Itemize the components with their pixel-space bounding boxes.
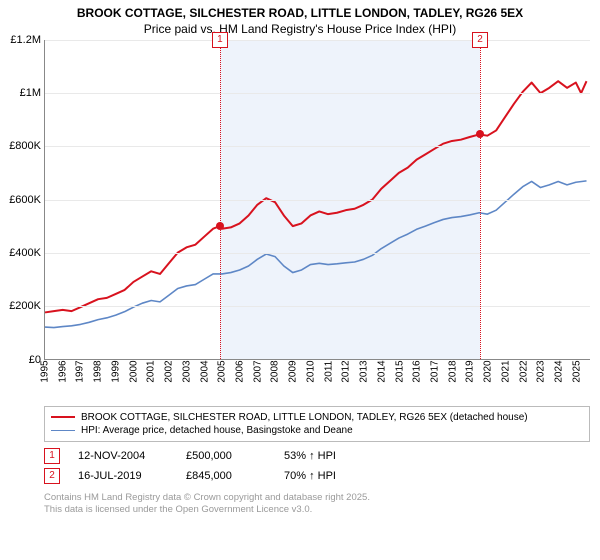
series-price_paid <box>45 81 587 312</box>
credits-line1: Contains HM Land Registry data © Crown c… <box>44 492 590 504</box>
event-vline <box>220 40 221 359</box>
x-tick-label: 1995 <box>40 360 51 382</box>
x-tick-label: 1997 <box>75 360 86 382</box>
x-tick-label: 2011 <box>323 360 334 382</box>
x-tick-label: 2004 <box>199 360 210 382</box>
event-marker-box: 1 <box>212 32 228 48</box>
x-tick-label: 1998 <box>93 360 104 382</box>
y-tick-label: £800K <box>1 140 41 152</box>
credits-block: Contains HM Land Registry data © Crown c… <box>44 492 590 517</box>
event-price: £845,000 <box>186 470 266 482</box>
gridline <box>45 306 590 307</box>
legend-label: HPI: Average price, detached house, Basi… <box>81 425 353 436</box>
x-tick-label: 2005 <box>217 360 228 382</box>
x-tick-label: 2014 <box>376 360 387 382</box>
y-tick-label: £400K <box>1 247 41 259</box>
event-date: 16-JUL-2019 <box>78 470 168 482</box>
event-number-box: 2 <box>44 468 60 484</box>
event-date: 12-NOV-2004 <box>78 450 168 462</box>
legend-item: BROOK COTTAGE, SILCHESTER ROAD, LITTLE L… <box>51 411 583 424</box>
event-delta: 53% ↑ HPI <box>284 450 336 462</box>
x-tick-label: 2020 <box>483 360 494 382</box>
x-tick-label: 2006 <box>235 360 246 382</box>
legend-label: BROOK COTTAGE, SILCHESTER ROAD, LITTLE L… <box>81 412 528 423</box>
event-vline <box>480 40 481 359</box>
y-tick-label: £200K <box>1 300 41 312</box>
y-tick-label: £0 <box>1 354 41 366</box>
legend-swatch <box>51 430 75 431</box>
x-tick-label: 2024 <box>554 360 565 382</box>
x-tick-label: 1999 <box>110 360 121 382</box>
legend-swatch <box>51 416 75 418</box>
gridline <box>45 93 590 94</box>
credits-line2: This data is licensed under the Open Gov… <box>44 504 590 516</box>
gridline <box>45 253 590 254</box>
legend-box: BROOK COTTAGE, SILCHESTER ROAD, LITTLE L… <box>44 406 590 442</box>
x-tick-label: 2007 <box>252 360 263 382</box>
x-tick-label: 2018 <box>447 360 458 382</box>
x-tick-label: 1996 <box>57 360 68 382</box>
event-row: 1 12-NOV-2004 £500,000 53% ↑ HPI <box>44 446 590 466</box>
x-tick-label: 2001 <box>146 360 157 382</box>
y-tick-label: £600K <box>1 194 41 206</box>
events-table: 1 12-NOV-2004 £500,000 53% ↑ HPI 2 16-JUL-201… <box>44 446 590 486</box>
event-number-box: 1 <box>44 448 60 464</box>
event-row: 2 16-JUL-2019 £845,000 70% ↑ HPI <box>44 466 590 486</box>
x-tick-label: 2013 <box>359 360 370 382</box>
x-tick-label: 2021 <box>500 360 511 382</box>
plot-area: £0£200K£400K£600K£800K£1M£1.2M1995199619… <box>44 40 590 360</box>
chart-title-line1: BROOK COTTAGE, SILCHESTER ROAD, LITTLE L… <box>0 0 600 22</box>
x-tick-label: 2000 <box>128 360 139 382</box>
chart-area: £0£200K£400K£600K£800K£1M£1.2M1995199619… <box>44 40 590 380</box>
x-tick-label: 2017 <box>430 360 441 382</box>
gridline <box>45 200 590 201</box>
x-tick-label: 2015 <box>394 360 405 382</box>
x-tick-label: 2003 <box>181 360 192 382</box>
x-tick-label: 2016 <box>412 360 423 382</box>
x-tick-label: 2009 <box>288 360 299 382</box>
chart-title-line2: Price paid vs. HM Land Registry's House … <box>0 22 600 40</box>
gridline <box>45 146 590 147</box>
x-tick-label: 2002 <box>164 360 175 382</box>
event-price: £500,000 <box>186 450 266 462</box>
x-tick-label: 2010 <box>305 360 316 382</box>
y-tick-label: £1M <box>1 87 41 99</box>
x-tick-label: 2023 <box>536 360 547 382</box>
event-dot <box>216 222 224 230</box>
x-tick-label: 2019 <box>465 360 476 382</box>
event-delta: 70% ↑ HPI <box>284 470 336 482</box>
event-dot <box>476 130 484 138</box>
legend-item: HPI: Average price, detached house, Basi… <box>51 424 583 437</box>
gridline <box>45 40 590 41</box>
x-tick-label: 2022 <box>518 360 529 382</box>
x-tick-label: 2008 <box>270 360 281 382</box>
y-tick-label: £1.2M <box>1 34 41 46</box>
x-tick-label: 2025 <box>571 360 582 382</box>
x-tick-label: 2012 <box>341 360 352 382</box>
event-marker-box: 2 <box>472 32 488 48</box>
